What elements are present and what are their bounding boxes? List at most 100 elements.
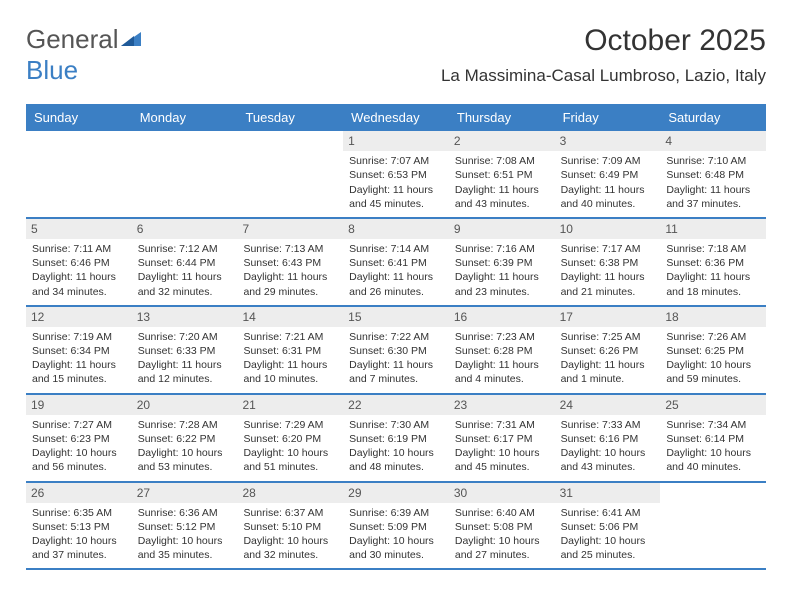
calendar-day-cell: 25Sunrise: 7:34 AMSunset: 6:14 PMDayligh… [660, 395, 766, 481]
day-sunset: Sunset: 6:44 PM [138, 256, 232, 270]
day-sunset: Sunset: 5:09 PM [349, 520, 443, 534]
day-day1: Daylight: 10 hours [138, 534, 232, 548]
day-sunrise: Sunrise: 7:11 AM [32, 242, 126, 256]
calendar-day-cell: 30Sunrise: 6:40 AMSunset: 5:08 PMDayligh… [449, 483, 555, 569]
day-number: 9 [449, 219, 555, 239]
day-day2: and 15 minutes. [32, 372, 126, 386]
calendar-header-cell: Friday [555, 104, 661, 131]
day-day1: Daylight: 10 hours [666, 358, 760, 372]
calendar-day-cell: 11Sunrise: 7:18 AMSunset: 6:36 PMDayligh… [660, 219, 766, 305]
calendar-day-cell: 18Sunrise: 7:26 AMSunset: 6:25 PMDayligh… [660, 307, 766, 393]
day-sunrise: Sunrise: 7:13 AM [243, 242, 337, 256]
day-day1: Daylight: 11 hours [455, 183, 549, 197]
day-number: 15 [343, 307, 449, 327]
calendar-day-cell [26, 131, 132, 217]
calendar-day-cell: 21Sunrise: 7:29 AMSunset: 6:20 PMDayligh… [237, 395, 343, 481]
day-sunrise: Sunrise: 7:29 AM [243, 418, 337, 432]
day-sunrise: Sunrise: 7:16 AM [455, 242, 549, 256]
day-number: 25 [660, 395, 766, 415]
calendar-day-cell: 28Sunrise: 6:37 AMSunset: 5:10 PMDayligh… [237, 483, 343, 569]
day-sunrise: Sunrise: 7:34 AM [666, 418, 760, 432]
calendar-day-cell: 3Sunrise: 7:09 AMSunset: 6:49 PMDaylight… [555, 131, 661, 217]
day-sunrise: Sunrise: 6:39 AM [349, 506, 443, 520]
day-number: 11 [660, 219, 766, 239]
page-title: October 2025 [584, 24, 766, 58]
day-number: 26 [26, 483, 132, 503]
calendar-day-cell: 16Sunrise: 7:23 AMSunset: 6:28 PMDayligh… [449, 307, 555, 393]
calendar-header-cell: Tuesday [237, 104, 343, 131]
day-sunset: Sunset: 6:31 PM [243, 344, 337, 358]
day-number: 14 [237, 307, 343, 327]
day-sunrise: Sunrise: 7:30 AM [349, 418, 443, 432]
day-day2: and 4 minutes. [455, 372, 549, 386]
day-sunrise: Sunrise: 7:14 AM [349, 242, 443, 256]
day-sunset: Sunset: 6:30 PM [349, 344, 443, 358]
calendar-day-cell [237, 131, 343, 217]
calendar-day-cell: 14 Sunrise: 7:21 AMSunset: 6:31 PMDayligh… [237, 307, 343, 393]
day-day2: and 59 minutes. [666, 372, 760, 386]
day-day1: Daylight: 10 hours [455, 446, 549, 460]
day-sunrise: Sunrise: 7:18 AM [666, 242, 760, 256]
calendar-header-cell: Monday [132, 104, 238, 131]
day-sunset: Sunset: 6:23 PM [32, 432, 126, 446]
day-day2: and 51 minutes. [243, 460, 337, 474]
day-sunrise: Sunrise: 7:10 AM [666, 154, 760, 168]
day-day2: and 10 minutes. [243, 372, 337, 386]
day-number: 5 [26, 219, 132, 239]
day-sunrise: Sunrise: 7:21 AM [243, 330, 337, 344]
day-number: 17 [555, 307, 661, 327]
day-day2: and 53 minutes. [138, 460, 232, 474]
day-sunset: Sunset: 6:34 PM [32, 344, 126, 358]
day-number: 27 [132, 483, 238, 503]
day-sunrise: Sunrise: 7:28 AM [138, 418, 232, 432]
calendar-day-cell: 24Sunrise: 7:33 AMSunset: 6:16 PMDayligh… [555, 395, 661, 481]
calendar-day-cell [660, 483, 766, 569]
day-sunset: Sunset: 5:06 PM [561, 520, 655, 534]
day-sunrise: Sunrise: 7:33 AM [561, 418, 655, 432]
day-day1: Daylight: 11 hours [32, 358, 126, 372]
day-day2: and 40 minutes. [561, 197, 655, 211]
calendar-header-cell: Sunday [26, 104, 132, 131]
day-sunset: Sunset: 6:33 PM [138, 344, 232, 358]
day-day2: and 45 minutes. [349, 197, 443, 211]
day-sunset: Sunset: 6:16 PM [561, 432, 655, 446]
day-day2: and 23 minutes. [455, 285, 549, 299]
day-day2: and 29 minutes. [243, 285, 337, 299]
day-sunset: Sunset: 6:41 PM [349, 256, 443, 270]
day-sunset: Sunset: 6:38 PM [561, 256, 655, 270]
logo: General Blue [26, 22, 141, 86]
day-sunset: Sunset: 6:46 PM [32, 256, 126, 270]
day-day2: and 18 minutes. [666, 285, 760, 299]
day-number: 3 [555, 131, 661, 151]
calendar-day-cell: 27Sunrise: 6:36 AMSunset: 5:12 PMDayligh… [132, 483, 238, 569]
day-day1: Daylight: 11 hours [243, 358, 337, 372]
day-day1: Daylight: 10 hours [349, 534, 443, 548]
day-sunrise: Sunrise: 7:31 AM [455, 418, 549, 432]
calendar-day-cell: 12Sunrise: 7:19 AMSunset: 6:34 PMDayligh… [26, 307, 132, 393]
day-day2: and 37 minutes. [32, 548, 126, 562]
day-day1: Daylight: 10 hours [349, 446, 443, 460]
day-day2: and 26 minutes. [349, 285, 443, 299]
day-sunrise: Sunrise: 7:12 AM [138, 242, 232, 256]
day-sunset: Sunset: 6:26 PM [561, 344, 655, 358]
day-day2: and 45 minutes. [455, 460, 549, 474]
day-day1: Daylight: 11 hours [138, 358, 232, 372]
day-day1: Daylight: 11 hours [666, 183, 760, 197]
day-sunrise: Sunrise: 6:37 AM [243, 506, 337, 520]
calendar-day-cell: 9Sunrise: 7:16 AMSunset: 6:39 PMDaylight… [449, 219, 555, 305]
day-sunrise: Sunrise: 7:09 AM [561, 154, 655, 168]
day-day1: Daylight: 10 hours [243, 534, 337, 548]
day-sunset: Sunset: 6:19 PM [349, 432, 443, 446]
calendar-day-cell: 6Sunrise: 7:12 AMSunset: 6:44 PMDaylight… [132, 219, 238, 305]
day-day2: and 32 minutes. [243, 548, 337, 562]
day-sunset: Sunset: 6:43 PM [243, 256, 337, 270]
day-number: 10 [555, 219, 661, 239]
calendar-day-cell: 17Sunrise: 7:25 AMSunset: 6:26 PMDayligh… [555, 307, 661, 393]
day-day1: Daylight: 11 hours [349, 183, 443, 197]
day-number: 23 [449, 395, 555, 415]
calendar-header-cell: Saturday [660, 104, 766, 131]
day-sunrise: Sunrise: 7:27 AM [32, 418, 126, 432]
day-sunset: Sunset: 6:51 PM [455, 168, 549, 182]
calendar-day-cell: 15Sunrise: 7:22 AMSunset: 6:30 PMDayligh… [343, 307, 449, 393]
day-day2: and 40 minutes. [666, 460, 760, 474]
